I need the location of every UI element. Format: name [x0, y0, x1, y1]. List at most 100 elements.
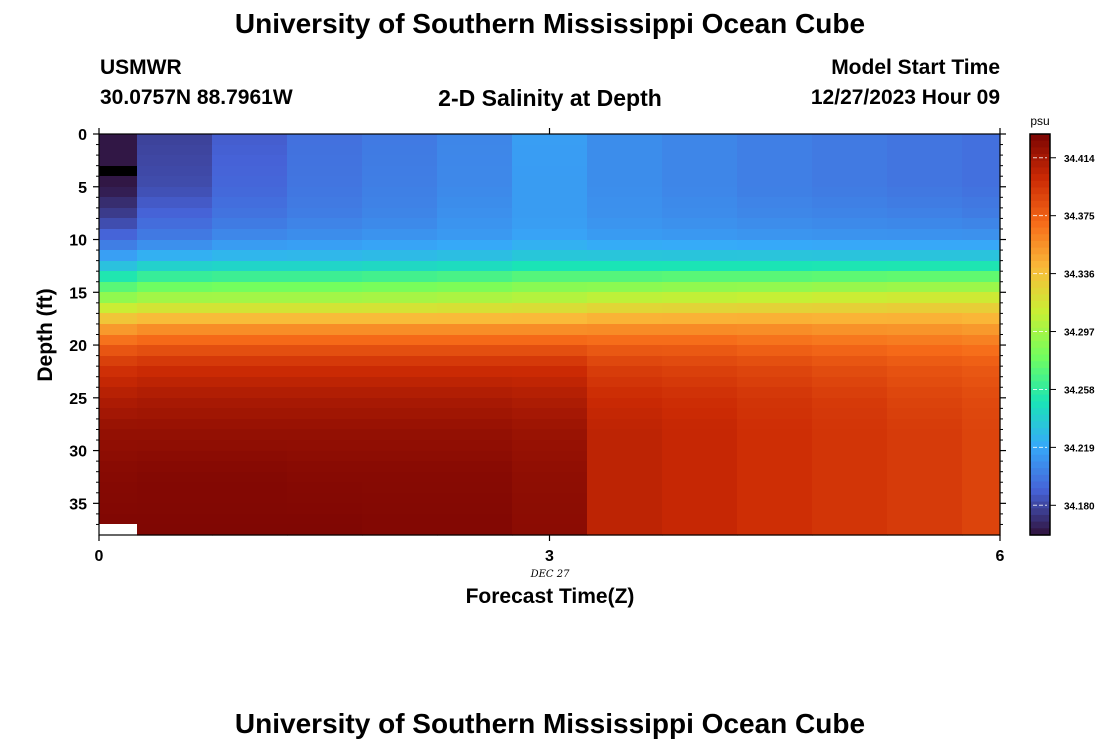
heatmap-cell	[737, 282, 813, 293]
heatmap-cell	[99, 250, 138, 262]
heatmap-cell	[887, 134, 963, 146]
heatmap-cell	[99, 335, 138, 346]
heatmap-cell	[737, 429, 813, 441]
heatmap-cell	[99, 282, 138, 293]
heatmap-cell	[137, 408, 213, 420]
heatmap-cell	[962, 503, 1001, 515]
heatmap-cell	[287, 493, 363, 504]
heatmap-cell	[99, 134, 138, 146]
heatmap-cell	[587, 282, 663, 293]
heatmap-cell	[887, 356, 963, 367]
colorbar-segment	[1030, 301, 1050, 309]
heatmap-cell	[812, 166, 888, 177]
heatmap-cell	[137, 356, 213, 367]
heatmap-cell	[437, 250, 513, 262]
heatmap-cell	[812, 440, 888, 452]
heatmap-cell	[287, 366, 363, 378]
heatmap-cell	[287, 345, 363, 357]
heatmap-cell	[962, 335, 1001, 346]
heatmap-cell	[812, 208, 888, 219]
x-tick-label: 0	[95, 548, 104, 565]
heatmap-cell	[587, 461, 663, 473]
heatmap-cell	[137, 429, 213, 441]
heatmap-cell	[662, 387, 738, 399]
heatmap-cell	[512, 440, 588, 452]
heatmap-cell	[887, 419, 963, 430]
heatmap-cell	[137, 345, 213, 357]
heatmap-cell	[99, 482, 138, 494]
heatmap-cell	[887, 292, 963, 304]
heatmap-cell	[287, 282, 363, 293]
heatmap-cell	[737, 524, 813, 536]
heatmap-cell	[362, 271, 438, 283]
heatmap-cell	[662, 176, 738, 188]
heatmap-cell	[212, 208, 288, 219]
heatmap-cell	[437, 366, 513, 378]
heatmap-cell	[362, 176, 438, 188]
heatmap-cell	[812, 366, 888, 378]
heatmap-cell	[99, 218, 138, 230]
heatmap-cells	[99, 134, 1001, 536]
heatmap-cell	[737, 335, 813, 346]
heatmap-cell	[137, 472, 213, 483]
heatmap-cell	[512, 303, 588, 314]
heatmap-cell	[587, 398, 663, 409]
heatmap-cell	[737, 166, 813, 177]
heatmap-cell	[287, 176, 363, 188]
heatmap-cell	[287, 250, 363, 262]
heatmap-cell	[887, 240, 963, 251]
heatmap-cell	[962, 250, 1001, 262]
heatmap-cell	[437, 303, 513, 314]
heatmap-cell	[362, 366, 438, 378]
heatmap-cell	[212, 514, 288, 525]
heatmap-cell	[437, 313, 513, 325]
heatmap-cell	[362, 187, 438, 198]
heatmap-cell	[662, 292, 738, 304]
heatmap-cell	[737, 155, 813, 167]
heatmap-cell	[287, 356, 363, 367]
y-tick-label: 30	[69, 444, 87, 461]
heatmap-cell	[587, 324, 663, 336]
colorbar-segment	[1030, 461, 1050, 469]
heatmap-cell	[887, 335, 963, 346]
heatmap-cell	[512, 155, 588, 167]
heatmap-cell	[887, 503, 963, 515]
heatmap-cell	[812, 313, 888, 325]
heatmap-cell	[99, 356, 138, 367]
heatmap-cell	[662, 356, 738, 367]
heatmap-cell	[962, 176, 1001, 188]
heatmap-cell	[587, 345, 663, 357]
heatmap-cell	[512, 472, 588, 483]
heatmap-cell	[512, 398, 588, 409]
heatmap-cell	[137, 282, 213, 293]
heatmap-cell	[362, 503, 438, 515]
heatmap-cell	[437, 408, 513, 420]
heatmap-cell	[737, 208, 813, 219]
heatmap-cell	[137, 187, 213, 198]
heatmap-cell	[437, 187, 513, 198]
heatmap-cell	[962, 377, 1001, 388]
heatmap-cell	[437, 218, 513, 230]
heatmap-cell	[812, 387, 888, 399]
heatmap-cell	[99, 419, 138, 430]
heatmap-cell	[737, 187, 813, 198]
heatmap-cell	[587, 303, 663, 314]
heatmap-cell	[137, 324, 213, 336]
colorbar-segment	[1030, 494, 1050, 503]
heatmap-cell	[887, 197, 963, 209]
heatmap-cell	[587, 187, 663, 198]
y-tick-label: 25	[69, 391, 87, 408]
colorbar-segment	[1030, 167, 1050, 175]
heatmap-cell	[437, 134, 513, 146]
heatmap-cell	[212, 451, 288, 462]
heatmap-cell	[512, 461, 588, 473]
heatmap-cell	[962, 145, 1001, 156]
heatmap-cell	[962, 451, 1001, 462]
colorbar-segment	[1030, 174, 1050, 182]
heatmap-cell	[362, 408, 438, 420]
y-axis-label: Depth (ft)	[34, 288, 57, 382]
colorbar-segment	[1030, 274, 1050, 282]
heatmap-cell	[812, 419, 888, 430]
heatmap-cell	[737, 229, 813, 241]
heatmap-cell	[212, 218, 288, 230]
